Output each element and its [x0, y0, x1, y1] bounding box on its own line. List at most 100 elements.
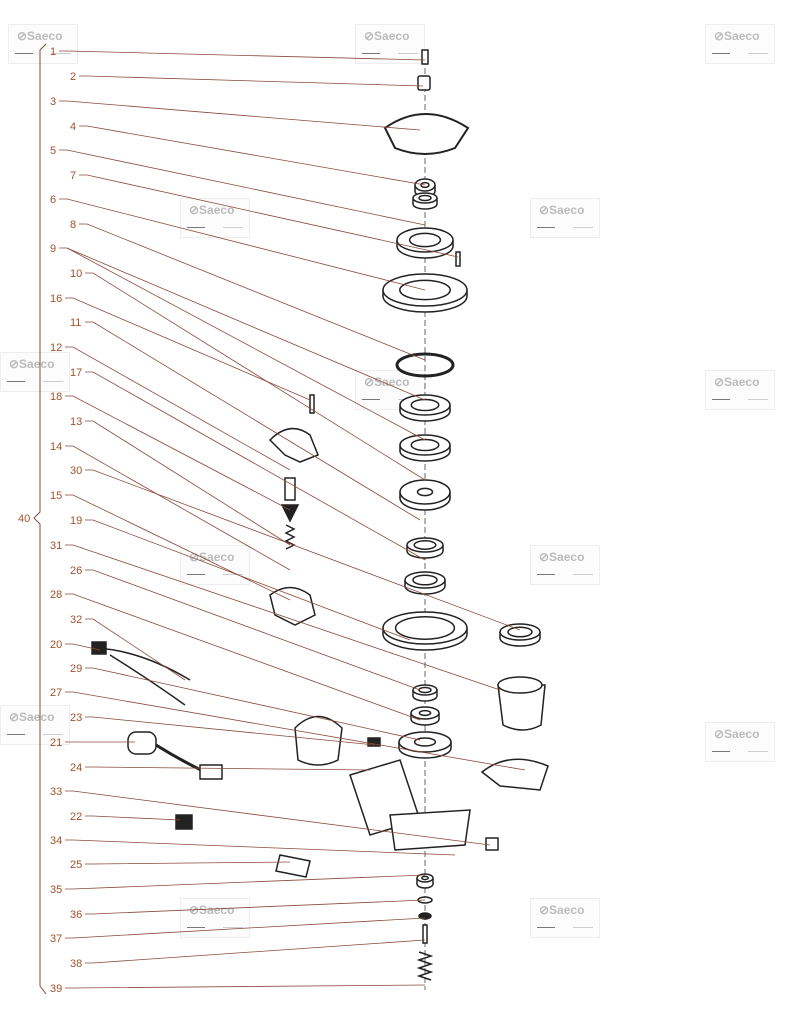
- connector-part-20: [91, 641, 107, 655]
- burr-part-9: [399, 394, 451, 422]
- carrier-part-10: [399, 479, 451, 511]
- callout-22: 22: [70, 811, 181, 823]
- chute-rim-part-31: [497, 676, 543, 694]
- watermark-text: ⊘Saeco: [714, 727, 760, 741]
- callout-label: 21: [50, 737, 62, 749]
- leader-line: [79, 174, 459, 258]
- cap-part-30: [499, 623, 541, 647]
- callout-11: 11: [70, 317, 421, 521]
- leader-line: [65, 917, 426, 939]
- callout-label: 35: [50, 884, 62, 896]
- leader-line: [66, 247, 426, 441]
- pin-part-38: [422, 924, 428, 944]
- watermark-text: ⊘Saeco: [17, 29, 63, 43]
- callout-39: 39: [50, 983, 426, 995]
- watermark-text: ⊘Saeco: [714, 375, 760, 389]
- housing-part-6: [382, 273, 468, 313]
- spring-part-39: [416, 951, 434, 981]
- leader-line: [85, 766, 371, 771]
- callout-34: 34: [50, 835, 456, 856]
- saeco-watermark: ⊘Saeco: [180, 545, 250, 585]
- callout-9: 9: [50, 243, 426, 441]
- callout-21: 21: [50, 737, 135, 749]
- callout-label: 33: [50, 786, 62, 798]
- leader-line: [59, 149, 426, 226]
- leader-line: [65, 790, 491, 846]
- callout-29: 29: [70, 663, 421, 741]
- base-part-19: [382, 611, 468, 651]
- leader-line: [79, 125, 426, 186]
- callout-label: 7: [70, 170, 76, 182]
- screws-part-22: [175, 814, 193, 830]
- callout-label: 25: [70, 859, 82, 871]
- callout-label: 37: [50, 933, 62, 945]
- callout-24: 24: [70, 762, 371, 774]
- leader-line: [65, 494, 291, 601]
- leader-line: [85, 618, 186, 681]
- callout-7: 7: [70, 170, 459, 258]
- saeco-watermark: ⊘Saeco: [0, 352, 70, 392]
- watermark-text: ⊘Saeco: [189, 903, 235, 917]
- leader-line: [65, 874, 426, 890]
- leader-line: [65, 643, 101, 651]
- saeco-watermark: ⊘Saeco: [0, 705, 70, 745]
- watermark-text: ⊘Saeco: [189, 203, 235, 217]
- watermark-text: ⊘Saeco: [539, 903, 585, 917]
- callout-label: 31: [50, 540, 62, 552]
- shaft-part-12: [284, 477, 296, 501]
- clip-part-23b: [367, 737, 381, 747]
- callout-label: 4: [70, 121, 76, 133]
- leader-line: [65, 445, 291, 571]
- gearbox-part-34: [389, 809, 471, 851]
- oring-part-8: [395, 352, 455, 378]
- saeco-watermark: ⊘Saeco: [180, 198, 250, 238]
- callout-label: 22: [70, 811, 82, 823]
- callout-label: 34: [50, 835, 62, 847]
- callout-30: 30: [70, 465, 521, 631]
- callout-label: 3: [50, 96, 56, 108]
- saeco-watermark: ⊘Saeco: [530, 898, 600, 938]
- leader-line: [85, 861, 291, 865]
- screw-part-7: [455, 251, 461, 267]
- callout-label: 18: [50, 391, 62, 403]
- callout-28: 28: [50, 589, 421, 721]
- screw-part-16b: [309, 394, 315, 414]
- washer-part-4b: [412, 192, 438, 210]
- callout-20: 20: [50, 639, 101, 651]
- saeco-watermark: ⊘Saeco: [530, 198, 600, 238]
- callout-17: 17: [70, 367, 426, 561]
- group-bracket: 40: [18, 43, 47, 995]
- leader-line: [85, 939, 426, 964]
- callout-16: 16: [50, 293, 311, 401]
- leader-line: [79, 223, 426, 361]
- leader-line: [85, 716, 376, 746]
- group-label-40: 40: [18, 513, 30, 525]
- callout-1: 1: [50, 46, 426, 61]
- callout-38: 38: [70, 939, 426, 970]
- callout-label: 38: [70, 958, 82, 970]
- saeco-watermark: ⊘Saeco: [705, 370, 775, 410]
- saeco-watermark: ⊘Saeco: [8, 24, 78, 64]
- callout-label: 30: [70, 465, 82, 477]
- callout-5: 5: [50, 145, 426, 226]
- watermark-text: ⊘Saeco: [714, 29, 760, 43]
- callout-27: 27: [50, 687, 526, 771]
- leader-line: [85, 519, 411, 641]
- leader-line: [85, 569, 421, 691]
- callout-label: 6: [50, 194, 56, 206]
- bearing-part-11: [406, 537, 444, 559]
- leader-line: [65, 297, 311, 401]
- callout-23: 23: [70, 712, 376, 746]
- callout-label: 17: [70, 367, 82, 379]
- watermark-text: ⊘Saeco: [9, 710, 55, 724]
- watermark-text: ⊘Saeco: [539, 203, 585, 217]
- callout-6: 6: [50, 194, 426, 291]
- callout-label: 24: [70, 762, 82, 774]
- callout-label: 23: [70, 712, 82, 724]
- capacitor-part-21: [127, 731, 157, 755]
- callout-label: 1: [50, 46, 56, 58]
- leader-line: [65, 691, 526, 771]
- callout-label: 19: [70, 515, 82, 527]
- watermark-text: ⊘Saeco: [539, 550, 585, 564]
